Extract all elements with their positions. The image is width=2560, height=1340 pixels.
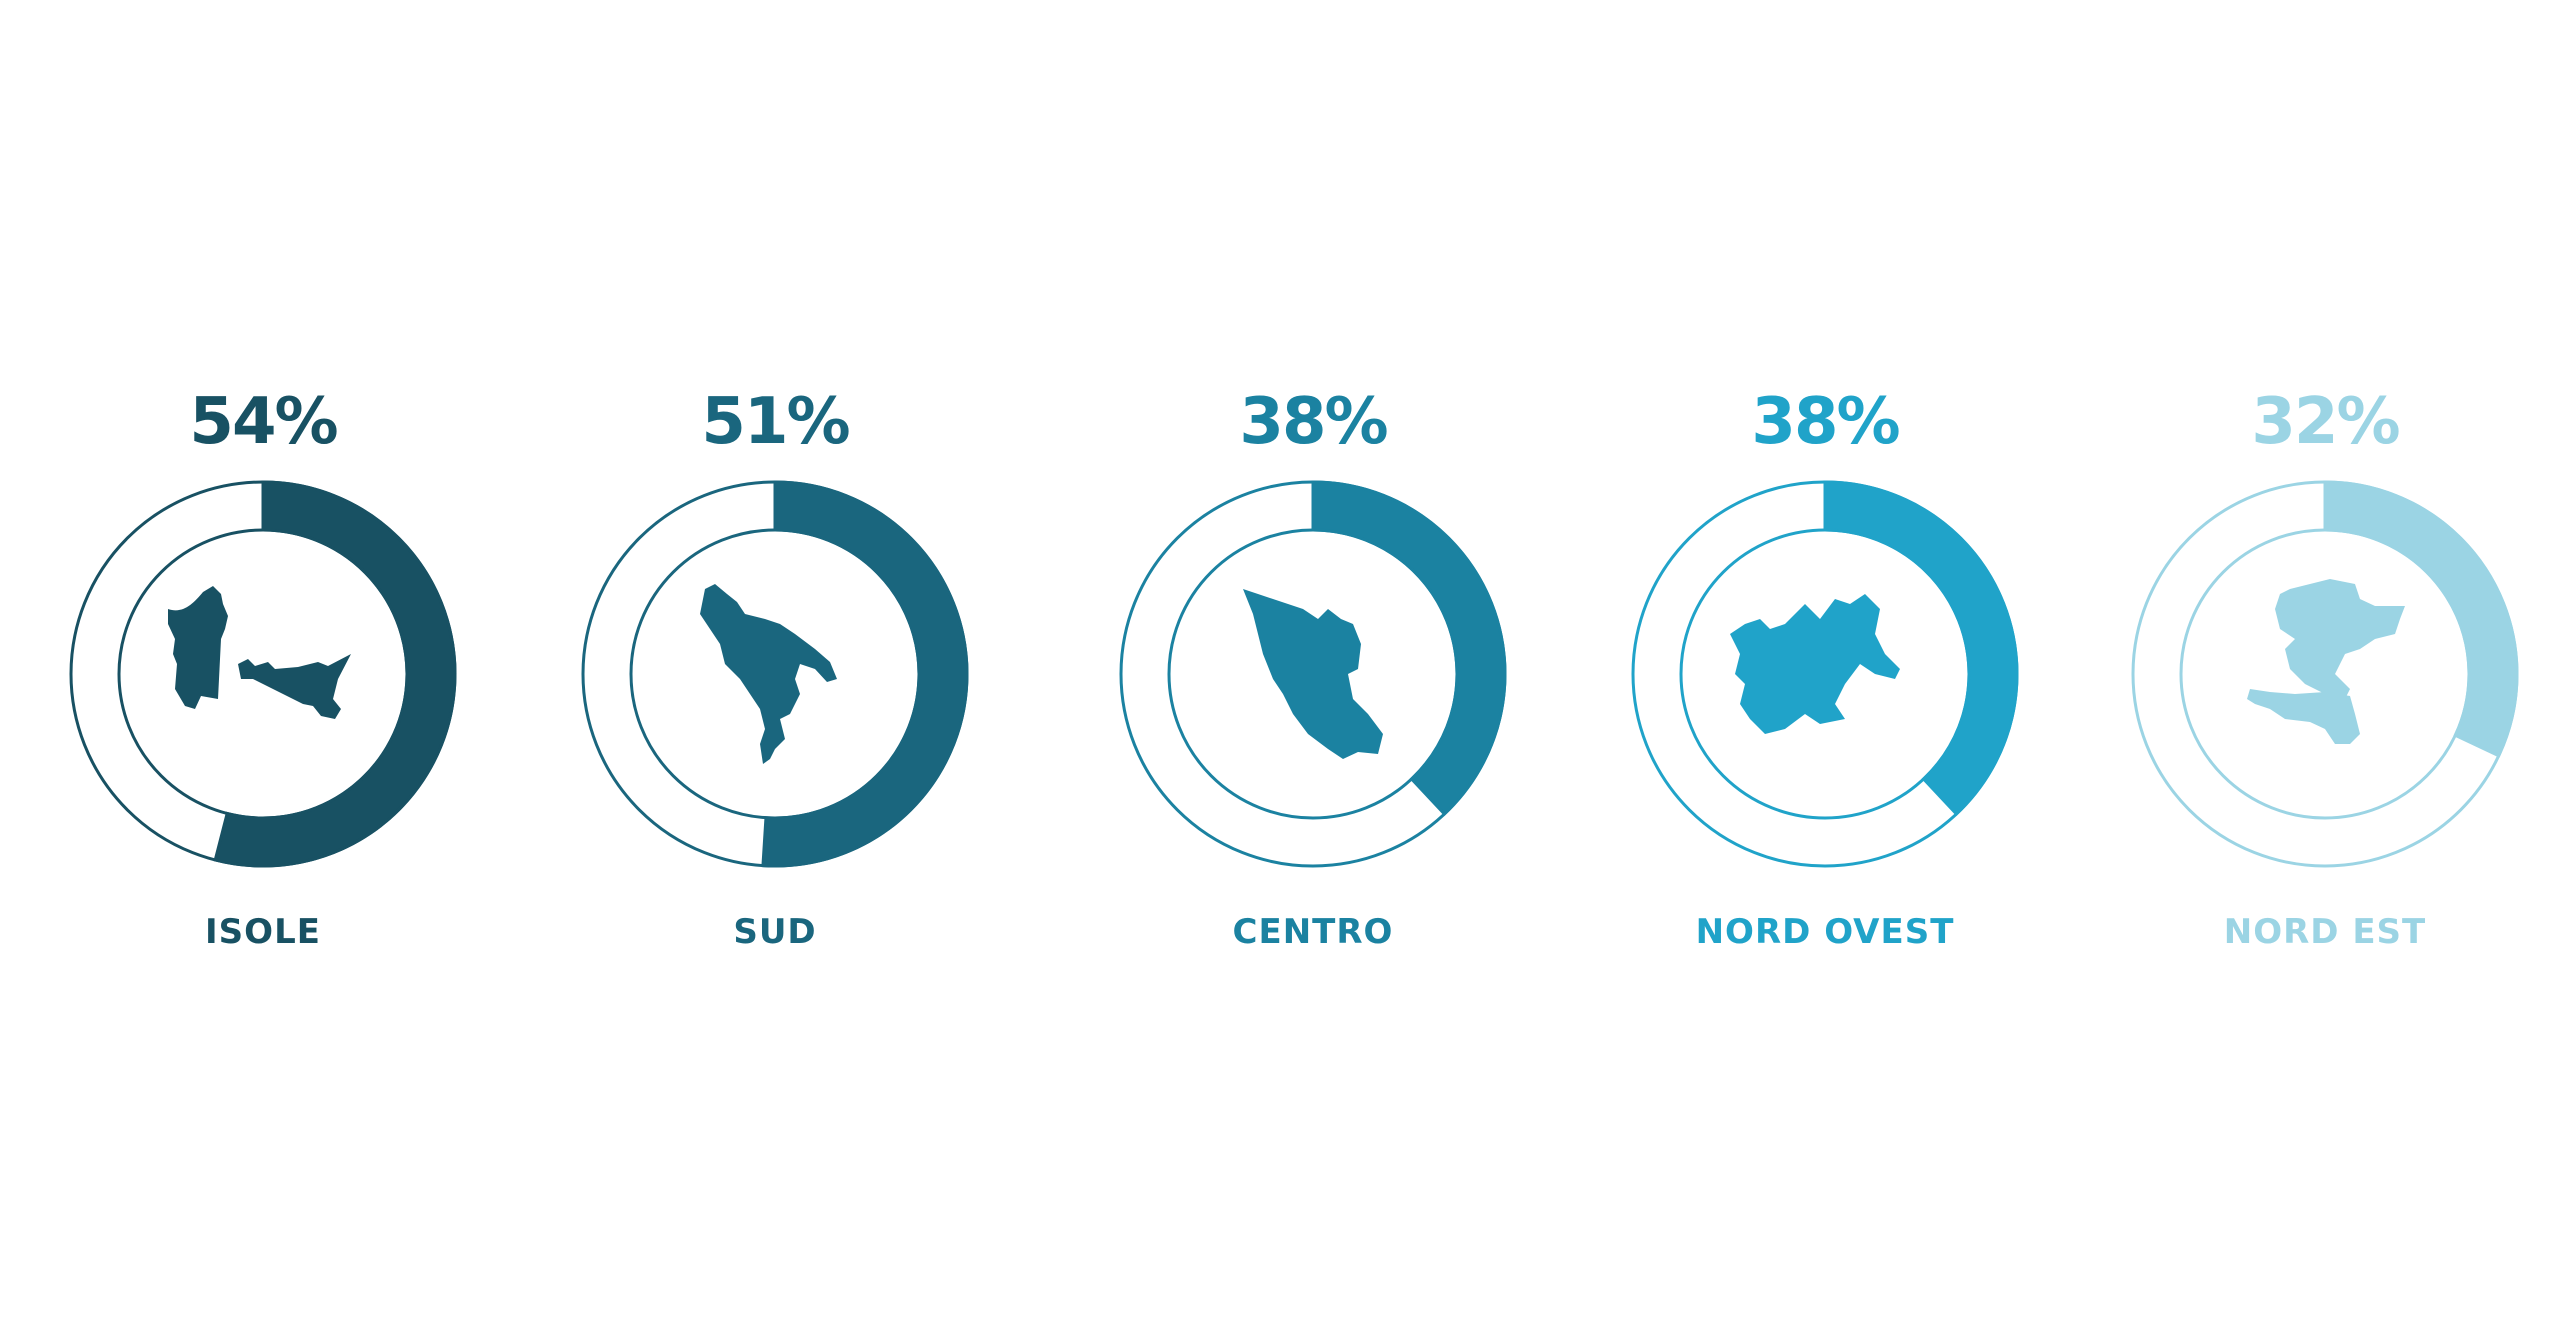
donut-segment bbox=[1311, 480, 1507, 817]
donut bbox=[2131, 480, 2519, 868]
donut-segment bbox=[1823, 480, 2019, 817]
percent-label: 38% bbox=[1751, 385, 1900, 459]
percent-label: 32% bbox=[2251, 385, 2400, 459]
donut bbox=[69, 480, 457, 868]
region-label: CENTRO bbox=[1232, 912, 1394, 952]
region-label: SUD bbox=[733, 912, 817, 952]
percent-label: 54% bbox=[189, 385, 338, 459]
donut-segment bbox=[2323, 480, 2519, 758]
donut-item: 38% CENTRO bbox=[1073, 0, 1553, 1340]
percent-label: 38% bbox=[1239, 385, 1388, 459]
region-label: NORD OVEST bbox=[1695, 912, 1955, 952]
northeast-italy-map-icon bbox=[2247, 579, 2405, 744]
donut-segment bbox=[213, 480, 457, 868]
donut bbox=[1631, 480, 2019, 868]
donut-item: 54% ISOLE bbox=[23, 0, 503, 1340]
donut bbox=[581, 480, 969, 868]
donut-item: 38% NORD OVEST bbox=[1585, 0, 2065, 1340]
donut bbox=[1119, 480, 1507, 868]
donut-item: 51% SUD bbox=[535, 0, 1015, 1340]
central-italy-map-icon bbox=[1243, 589, 1383, 759]
islands-map-icon bbox=[168, 586, 351, 719]
south-italy-map-icon bbox=[700, 584, 837, 764]
region-label: ISOLE bbox=[205, 912, 321, 952]
region-label: NORD EST bbox=[2223, 912, 2427, 952]
donut-item: 32% NORD EST bbox=[2085, 0, 2560, 1340]
donut-segment bbox=[761, 480, 969, 868]
northwest-italy-map-icon bbox=[1730, 594, 1900, 734]
percent-label: 51% bbox=[701, 385, 850, 459]
